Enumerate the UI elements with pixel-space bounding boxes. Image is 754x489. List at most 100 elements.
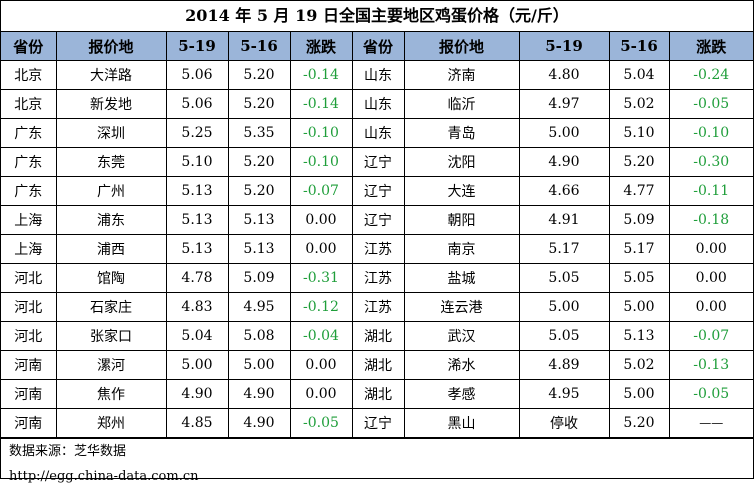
cell-change: -0.11 (668, 176, 753, 206)
cell-location: 广州 (55, 176, 167, 206)
cell-price-5-16: 5.20 (227, 176, 291, 206)
cell-location: 石家庄 (55, 292, 167, 322)
cell-province: 河北 (1, 263, 57, 293)
cell-province: 河南 (1, 350, 57, 380)
cell-province: 北京 (1, 89, 57, 119)
cell-price-5-16: 4.95 (227, 292, 291, 322)
header-location: 报价地 (55, 32, 167, 61)
footer: 数据来源：芝华数据 http://egg.china-data.com.cn (1, 438, 753, 489)
cell-price-5-16: 5.02 (608, 350, 670, 380)
cell-change: -0.04 (289, 321, 353, 351)
cell-province: 河南 (1, 408, 57, 438)
header-price-5-19-2: 5-19 (518, 32, 610, 61)
cell-province: 辽宁 (351, 176, 405, 206)
cell-price-5-19: 5.00 (518, 292, 610, 322)
cell-price-5-16: 5.20 (608, 408, 670, 438)
cell-price-5-19: 5.00 (518, 118, 610, 148)
cell-location: 焦作 (55, 379, 167, 409)
table-row: 河北 馆陶 4.78 5.09 -0.31 江苏 盐城 5.05 5.05 0.00 (1, 263, 753, 293)
cell-price-5-19: 4.83 (165, 292, 229, 322)
cell-province: 辽宁 (351, 408, 405, 438)
cell-price-5-16: 4.90 (227, 379, 291, 409)
header-price-5-19: 5-19 (165, 32, 229, 61)
cell-price-5-19: 5.13 (165, 176, 229, 206)
cell-province: 江苏 (351, 292, 405, 322)
cell-location: 东莞 (55, 147, 167, 177)
data-source: 数据来源：芝华数据 (9, 444, 127, 459)
cell-price-5-19: 停收 (518, 408, 610, 438)
cell-location: 馆陶 (55, 263, 167, 293)
cell-price-5-19: 4.91 (518, 205, 610, 235)
cell-location: 孝感 (403, 379, 520, 409)
cell-change: -0.05 (668, 89, 753, 119)
cell-location: 临沂 (403, 89, 520, 119)
header-price-5-16-2: 5-16 (608, 32, 670, 61)
cell-province: 辽宁 (351, 147, 405, 177)
header-province-2: 省份 (351, 32, 405, 61)
cell-price-5-19: 4.90 (518, 147, 610, 177)
cell-price-5-16: 5.09 (227, 263, 291, 293)
cell-price-5-16: 5.09 (608, 205, 670, 235)
cell-location: 大洋路 (55, 60, 167, 90)
cell-location: 大连 (403, 176, 520, 206)
cell-change: -0.10 (668, 118, 753, 148)
header-price-5-16: 5-16 (227, 32, 291, 61)
table-row: 广东 深圳 5.25 5.35 -0.10 山东 青岛 5.00 5.10 -0.10 (1, 118, 753, 148)
cell-province: 河北 (1, 292, 57, 322)
cell-price-5-19: 5.04 (165, 321, 229, 351)
table-row: 河南 郑州 4.85 4.90 -0.05 辽宁 黑山 停收 5.20 —— (1, 408, 753, 438)
table-row: 广东 东莞 5.10 5.20 -0.10 辽宁 沈阳 4.90 5.20 -0.30 (1, 147, 753, 177)
cell-change: -0.18 (668, 205, 753, 235)
cell-location: 新发地 (55, 89, 167, 119)
cell-price-5-19: 5.05 (518, 321, 610, 351)
cell-price-5-16: 5.20 (608, 147, 670, 177)
cell-location: 黑山 (403, 408, 520, 438)
cell-location: 浦西 (55, 234, 167, 264)
cell-change: -0.10 (289, 118, 353, 148)
cell-price-5-16: 5.20 (227, 147, 291, 177)
table-row: 河北 石家庄 4.83 4.95 -0.12 江苏 连云港 5.00 5.00 0.00 (1, 292, 753, 322)
source-url: http://egg.china-data.com.cn (9, 469, 199, 484)
cell-change: 0.00 (289, 350, 353, 380)
cell-location: 朝阳 (403, 205, 520, 235)
table-row: 河南 漯河 5.00 5.00 0.00 湖北 浠水 4.89 5.02 -0.13 (1, 350, 753, 380)
cell-province: 河南 (1, 379, 57, 409)
cell-price-5-16: 5.00 (608, 292, 670, 322)
table-row: 上海 浦东 5.13 5.13 0.00 辽宁 朝阳 4.91 5.09 -0.18 (1, 205, 753, 235)
cell-price-5-16: 5.10 (608, 118, 670, 148)
cell-price-5-19: 4.80 (518, 60, 610, 90)
header-row: 省份 报价地 5-19 5-16 涨跌 省份 报价地 5-19 5-16 涨跌 (1, 32, 753, 61)
cell-change: -0.13 (668, 350, 753, 380)
cell-province: 广东 (1, 118, 57, 148)
cell-province: 湖北 (351, 321, 405, 351)
cell-change: —— (668, 408, 753, 438)
cell-location: 青岛 (403, 118, 520, 148)
header-change-2: 涨跌 (668, 32, 753, 61)
table-row: 北京 大洋路 5.06 5.20 -0.14 山东 济南 4.80 5.04 -0.24 (1, 60, 753, 90)
table-row: 河南 焦作 4.90 4.90 0.00 湖北 孝感 4.95 5.00 -0.05 (1, 379, 753, 409)
table-row: 广东 广州 5.13 5.20 -0.07 辽宁 大连 4.66 4.77 -0.11 (1, 176, 753, 206)
cell-location: 深圳 (55, 118, 167, 148)
cell-province: 河北 (1, 321, 57, 351)
cell-price-5-19: 5.13 (165, 234, 229, 264)
cell-price-5-19: 4.78 (165, 263, 229, 293)
cell-price-5-16: 5.00 (608, 379, 670, 409)
cell-province: 山东 (351, 89, 405, 119)
cell-change: -0.07 (668, 321, 753, 351)
cell-price-5-16: 5.04 (608, 60, 670, 90)
cell-price-5-16: 4.77 (608, 176, 670, 206)
cell-price-5-19: 5.10 (165, 147, 229, 177)
cell-price-5-19: 4.85 (165, 408, 229, 438)
cell-change: -0.05 (289, 408, 353, 438)
cell-change: -0.14 (289, 89, 353, 119)
cell-change: -0.30 (668, 147, 753, 177)
cell-price-5-19: 5.05 (518, 263, 610, 293)
cell-price-5-16: 5.13 (227, 234, 291, 264)
table-row: 河北 张家口 5.04 5.08 -0.04 湖北 武汉 5.05 5.13 -0.07 (1, 321, 753, 351)
price-table: 省份 报价地 5-19 5-16 涨跌 省份 报价地 5-19 5-16 涨跌 北京 大洋路 5.06… (1, 32, 753, 438)
header-change: 涨跌 (289, 32, 353, 61)
cell-change: 0.00 (289, 234, 353, 264)
cell-location: 盐城 (403, 263, 520, 293)
header-location-2: 报价地 (403, 32, 520, 61)
